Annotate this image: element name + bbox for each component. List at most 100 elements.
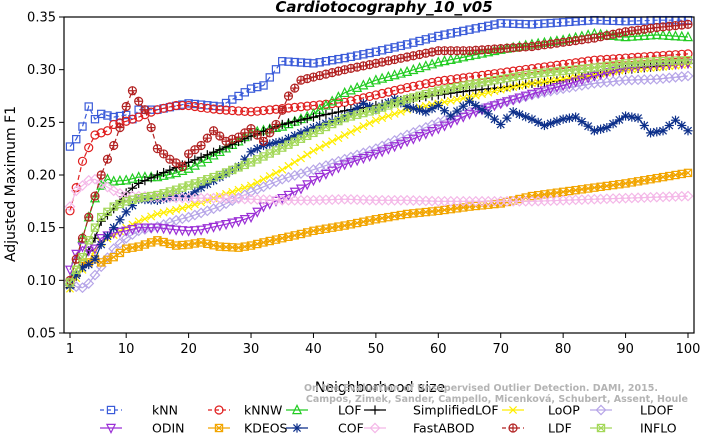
data-point-odin [283, 190, 294, 201]
data-point-odin [171, 225, 182, 236]
data-point-ldof [133, 225, 145, 237]
data-point-knnw [496, 68, 506, 78]
data-point-odin [451, 115, 463, 126]
data-point-odin [183, 226, 194, 237]
data-point-knnw [402, 82, 412, 93]
data-point-ldf [552, 38, 562, 48]
data-point-knn [65, 142, 75, 151]
data-point-knnw [346, 96, 356, 106]
data-point-odin [245, 212, 257, 224]
data-point-knn [265, 73, 274, 82]
data-point-knn [421, 35, 431, 44]
legend-label: kNNW [244, 403, 282, 418]
data-point-lof [426, 58, 438, 69]
data-point-knn [477, 22, 487, 32]
data-point-lof [402, 65, 413, 76]
data-point-knnw [577, 57, 587, 67]
data-point-ldf [202, 133, 212, 143]
data-point-knnw [552, 60, 562, 70]
legend-label: FastABOD [413, 421, 475, 434]
data-point-knnw [533, 63, 543, 73]
series-fastabod [64, 173, 694, 213]
data-point-knnw [658, 50, 668, 61]
data-point-loop [484, 88, 493, 97]
data-point-knnw [371, 90, 381, 100]
data-point-knnw [96, 128, 106, 138]
legend-label: kNN [152, 403, 178, 418]
data-point-fastabod [114, 187, 126, 199]
data-point-cof [446, 111, 456, 121]
data-point-knn [309, 59, 318, 68]
data-point-ldf [608, 29, 618, 39]
data-point-fastabod [95, 177, 107, 189]
data-point-knnw [627, 53, 637, 63]
data-point-fastabod [77, 180, 88, 191]
data-point-loop [278, 165, 287, 174]
legend-marker [292, 423, 302, 433]
data-point-knn [621, 17, 630, 26]
data-point-cof [627, 112, 637, 122]
data-point-cof [414, 105, 425, 115]
legend-label: ODIN [152, 421, 185, 434]
data-point-odin [608, 66, 619, 77]
x-axis-label: Neighborhood size [315, 380, 445, 396]
data-point-knnw [664, 50, 674, 60]
data-point-ldof [326, 157, 338, 169]
data-point-loop [253, 178, 262, 187]
data-point-lof [108, 175, 119, 186]
legend-marker [596, 423, 606, 433]
y-axis: 0.05 0.10 0.15 0.20 0.25 0.30 0.35 [27, 11, 64, 342]
data-point-knnw [602, 54, 612, 64]
data-point-ldof [195, 207, 207, 219]
data-point-odin [320, 169, 332, 180]
data-point-cof [552, 116, 562, 126]
data-point-ldf [208, 126, 219, 136]
data-point-simplifiedlof [134, 178, 144, 189]
legend-label: LDOF [640, 403, 674, 418]
data-point-ldof [201, 205, 213, 217]
data-point-knnw [184, 100, 194, 111]
data-point-knnw [414, 80, 425, 90]
data-point-knn [459, 26, 468, 36]
data-point-knn [552, 18, 562, 27]
data-point-knnw [433, 76, 443, 86]
data-point-odin [389, 142, 400, 153]
data-point-knn [253, 82, 262, 92]
data-point-ldf [152, 144, 162, 154]
data-point-knn [452, 27, 462, 37]
x-tick-label: 80 [555, 342, 572, 357]
data-point-knn [352, 51, 362, 60]
data-point-knn [415, 36, 424, 46]
data-point-ldf [533, 41, 543, 51]
data-point-loop [390, 109, 399, 118]
x-axis: 1 10 20 30 40 50 60 70 80 90 100 [66, 333, 700, 357]
data-point-odin [202, 224, 213, 235]
data-point-odin [252, 207, 263, 218]
data-point-lof [345, 84, 356, 95]
data-point-knnw [121, 116, 131, 126]
data-point-cof [658, 126, 668, 136]
data-point-knn [321, 57, 331, 66]
citation-authors: Campos, Zimek, Sander, Campello, Micenko… [306, 394, 688, 405]
data-point-lof [370, 74, 381, 85]
data-point-knnw [677, 49, 687, 59]
x-tick-label: 90 [617, 342, 634, 357]
data-point-odin [214, 221, 225, 232]
data-point-knn [209, 101, 218, 111]
data-point-odin [539, 86, 550, 97]
data-point-odin [189, 226, 200, 237]
y-tick-label: 0.05 [27, 327, 56, 342]
data-point-odin [277, 193, 288, 205]
data-point-ldf [258, 136, 269, 146]
data-point-simplifiedlof [283, 118, 294, 128]
data-point-odin [258, 202, 269, 213]
data-point-simplifiedlof [159, 167, 169, 178]
data-point-ldf [127, 86, 138, 96]
data-point-odin [339, 160, 350, 171]
legend-marker [508, 405, 518, 415]
data-point-cof [433, 100, 443, 111]
data-point-knn [533, 19, 543, 29]
data-point-knnw [159, 103, 169, 113]
data-point-odin [139, 223, 150, 234]
data-point-odin [564, 79, 575, 90]
